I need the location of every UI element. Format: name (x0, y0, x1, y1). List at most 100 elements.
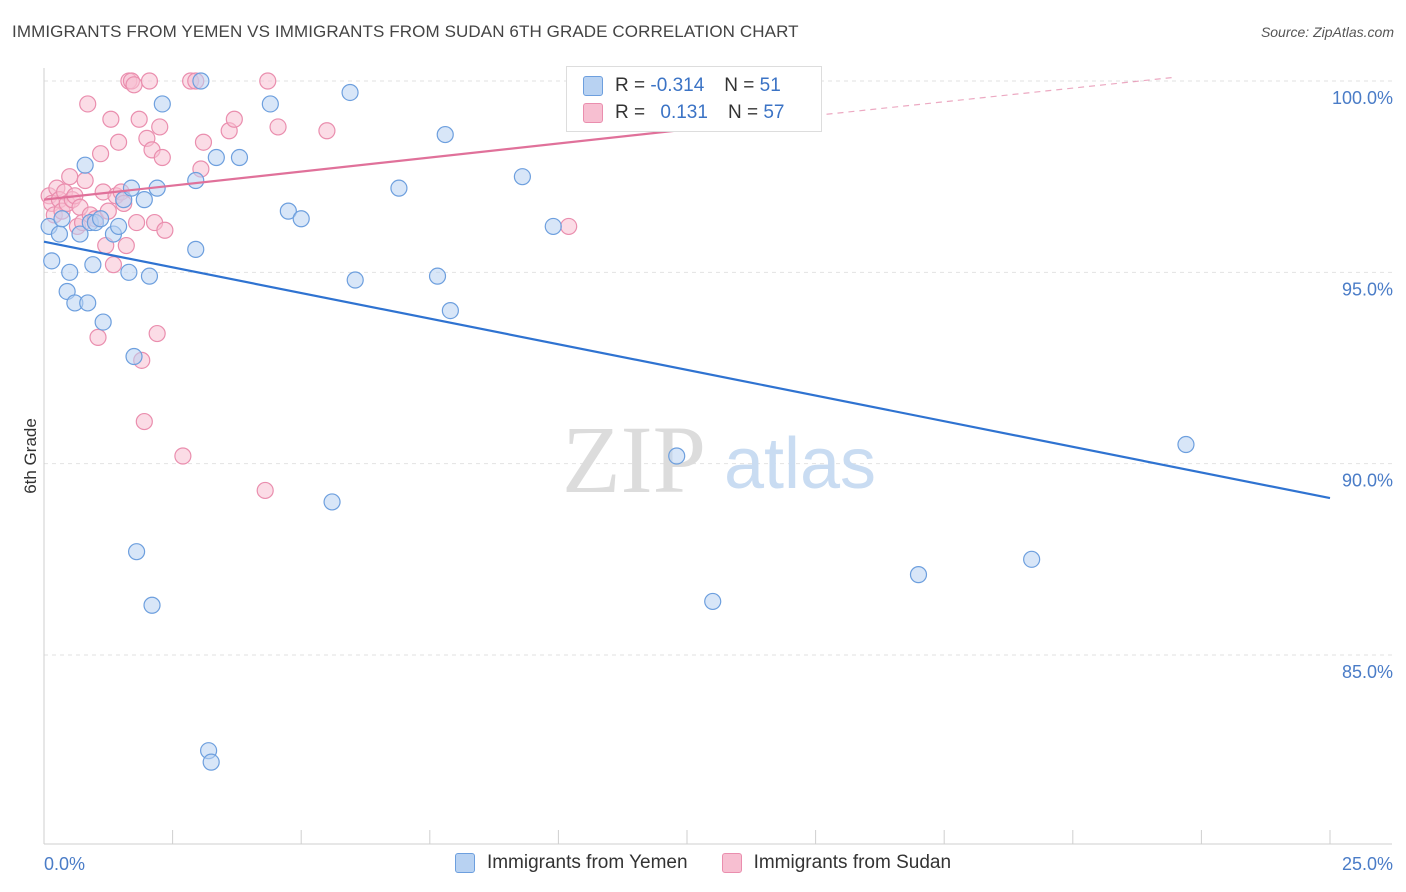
sudan-point (91, 145, 110, 163)
yemen-point (127, 543, 146, 561)
yemen-point (668, 447, 686, 465)
yemen-point (153, 95, 171, 113)
yemen-point (53, 210, 71, 228)
yemen-point (192, 72, 210, 90)
yemen-point (91, 210, 110, 228)
sudan-point (104, 256, 123, 274)
sudan-point (102, 110, 120, 128)
source-credit: Source: ZipAtlas.com (1260, 24, 1394, 40)
sudan-point (318, 122, 336, 140)
y-tick-label: 85.0% (1342, 662, 1393, 682)
yemen-point (43, 252, 61, 270)
sudan-point (225, 110, 243, 128)
trend-line-sudan-extension (815, 76, 1176, 117)
yemen-point (84, 256, 102, 274)
yemen-point (513, 168, 531, 186)
n-value-yemen: 51 (759, 75, 781, 96)
legend-label-yemen: Immigrants from Yemen (486, 852, 688, 873)
yemen-point (544, 217, 562, 236)
sudan-point (89, 328, 107, 346)
yemen-point (230, 148, 249, 167)
yemen-point (187, 240, 205, 258)
yemen-point (76, 156, 94, 174)
r-label: R = (615, 102, 646, 123)
sudan-point (269, 118, 287, 136)
y-axis-title: 6th Grade (21, 418, 40, 494)
yemen-point (143, 596, 161, 614)
trend-line-yemen (43, 240, 1331, 500)
sudan-point (79, 95, 97, 113)
yemen-point (1023, 550, 1041, 568)
legend-swatch-sudan (721, 853, 742, 873)
data-points (40, 72, 1195, 771)
legend-item-sudan[interactable]: Immigrants from Sudan (721, 852, 952, 874)
yemen-point (704, 592, 722, 611)
stats-legend: R = -0.314 N = 51 R = 0.131 N = 57 (566, 66, 822, 132)
sudan-point (174, 447, 192, 465)
axes (43, 68, 1392, 845)
stats-row-yemen: R = -0.314 N = 51 (583, 75, 781, 97)
chart-title: IMMIGRANTS FROM YEMEN VS IMMIGRANTS FROM… (12, 22, 799, 41)
sudan-point (560, 217, 578, 236)
yemen-point (187, 171, 205, 190)
yemen-point (428, 267, 447, 285)
yemen-point (341, 83, 359, 102)
yemen-point (61, 263, 79, 281)
yemen-point (125, 347, 143, 366)
yemen-point (436, 125, 454, 144)
sudan-point (109, 133, 128, 151)
y-tick-label: 90.0% (1342, 471, 1393, 491)
legend-swatch-yemen (454, 853, 475, 873)
yemen-point (135, 191, 153, 209)
gridlines (44, 80, 1392, 656)
legend-label-sudan: Immigrants from Sudan (753, 852, 952, 873)
sudan-point (130, 110, 148, 128)
sudan-point (156, 221, 174, 239)
sudan-swatch (583, 103, 603, 123)
sudan-point (148, 324, 166, 343)
yemen-point (79, 294, 97, 312)
y-tick-label: 100.0% (1332, 88, 1393, 108)
yemen-point (71, 225, 89, 243)
sudan-point (76, 171, 94, 190)
n-label: N = (724, 75, 755, 96)
yemen-point (279, 202, 297, 220)
stats-row-sudan: R = 0.131 N = 57 (583, 102, 784, 124)
yemen-point (261, 95, 279, 113)
y-tick-label: 95.0% (1342, 279, 1393, 299)
legend-item-yemen[interactable]: Immigrants from Yemen (454, 852, 688, 874)
yemen-point (50, 225, 69, 243)
yemen-point (390, 179, 408, 197)
sudan-point (61, 168, 79, 186)
yemen-point (909, 566, 928, 584)
x-tick-label-max: 25.0% (1342, 854, 1393, 874)
yemen-point (346, 271, 364, 289)
yemen-point (109, 217, 128, 236)
yemen-point (120, 263, 138, 281)
axis-labels: 100.0% 95.0% 90.0% 85.0% 0.0% 25.0% 6th Grade (21, 88, 1393, 874)
sudan-point (117, 236, 135, 255)
sudan-point (135, 412, 153, 431)
sudan-point (151, 118, 169, 136)
r-value-sudan: 0.131 (660, 102, 708, 123)
yemen-point (441, 302, 459, 320)
yemen-point (122, 179, 141, 197)
yemen-swatch (583, 76, 603, 96)
n-value-sudan: 57 (763, 102, 785, 123)
sudan-point (259, 72, 277, 90)
sudan-point (194, 133, 213, 151)
sudan-point (140, 72, 159, 90)
watermark-atlas: atlas (724, 424, 876, 504)
sudan-point (125, 76, 143, 94)
yemen-point (1177, 435, 1195, 454)
r-value-yemen: -0.314 (650, 75, 705, 96)
yemen-point (202, 753, 220, 771)
series-legend: Immigrants from Yemen Immigrants from Su… (0, 852, 1406, 874)
sudan-point (256, 481, 274, 500)
n-label: N = (727, 102, 759, 123)
yemen-point (292, 210, 310, 228)
yemen-point (140, 267, 159, 285)
sudan-point (153, 148, 171, 167)
yemen-point (323, 493, 341, 511)
